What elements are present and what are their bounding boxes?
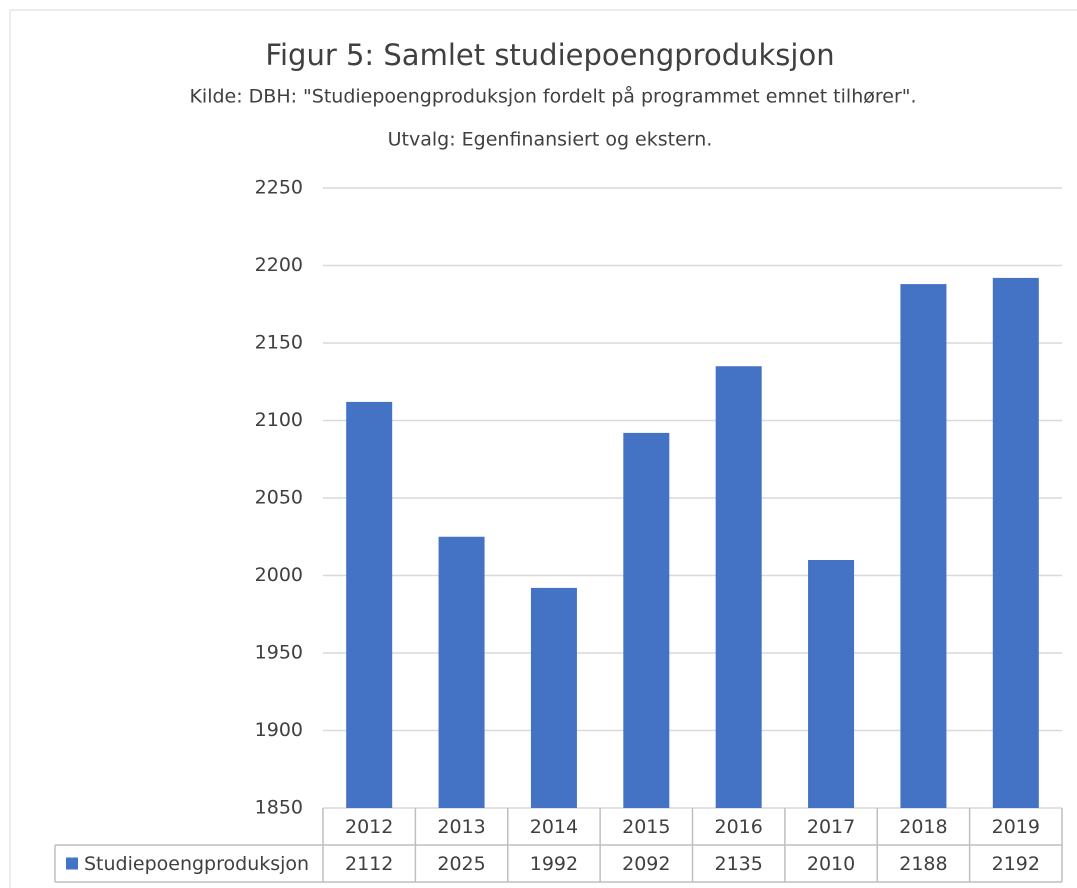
chart-subtitle: Kilde: DBH: "Studiepoengproduksjon forde… bbox=[189, 85, 916, 108]
x-tick-label: 2015 bbox=[622, 816, 670, 838]
y-tick-label: 1900 bbox=[255, 719, 303, 741]
table-value: 2192 bbox=[992, 853, 1040, 875]
table-value: 2188 bbox=[899, 853, 947, 875]
x-tick-label: 2014 bbox=[530, 816, 578, 838]
y-tick-label: 1950 bbox=[255, 642, 303, 664]
table-value: 2092 bbox=[622, 853, 670, 875]
y-tick-label: 2100 bbox=[255, 409, 303, 431]
bar bbox=[992, 277, 1039, 808]
legend-label: Studiepoengproduksjon bbox=[84, 853, 309, 875]
y-tick-label: 2000 bbox=[255, 564, 303, 586]
table-value: 2010 bbox=[807, 853, 855, 875]
bar bbox=[530, 587, 577, 808]
y-tick-label: 2200 bbox=[255, 254, 303, 276]
table-value: 1992 bbox=[530, 853, 578, 875]
y-tick-label: 2050 bbox=[255, 487, 303, 509]
table-value: 2135 bbox=[715, 853, 763, 875]
y-tick-label: 1850 bbox=[255, 797, 303, 819]
x-tick-label: 2018 bbox=[899, 816, 947, 838]
x-tick-label: 2013 bbox=[437, 816, 485, 838]
bar bbox=[808, 560, 855, 808]
bar bbox=[623, 432, 670, 808]
x-tick-label: 2017 bbox=[807, 816, 855, 838]
table-value: 2112 bbox=[345, 853, 393, 875]
bar bbox=[900, 284, 947, 809]
x-tick-label: 2019 bbox=[992, 816, 1040, 838]
legend-swatch bbox=[66, 857, 78, 870]
x-tick-label: 2012 bbox=[345, 816, 393, 838]
chart-border bbox=[9, 9, 1077, 888]
bar bbox=[715, 366, 762, 808]
x-tick-label: 2016 bbox=[715, 816, 763, 838]
bar bbox=[438, 536, 485, 808]
table-value: 2025 bbox=[437, 853, 485, 875]
bar bbox=[346, 401, 393, 808]
y-tick-label: 2250 bbox=[255, 177, 303, 199]
chart-subtitle: Utvalg: Egenfinansiert og ekstern. bbox=[388, 129, 713, 151]
chart-title: Figur 5: Samlet studiepoengproduksjon bbox=[265, 38, 834, 72]
y-tick-label: 2150 bbox=[255, 332, 303, 354]
